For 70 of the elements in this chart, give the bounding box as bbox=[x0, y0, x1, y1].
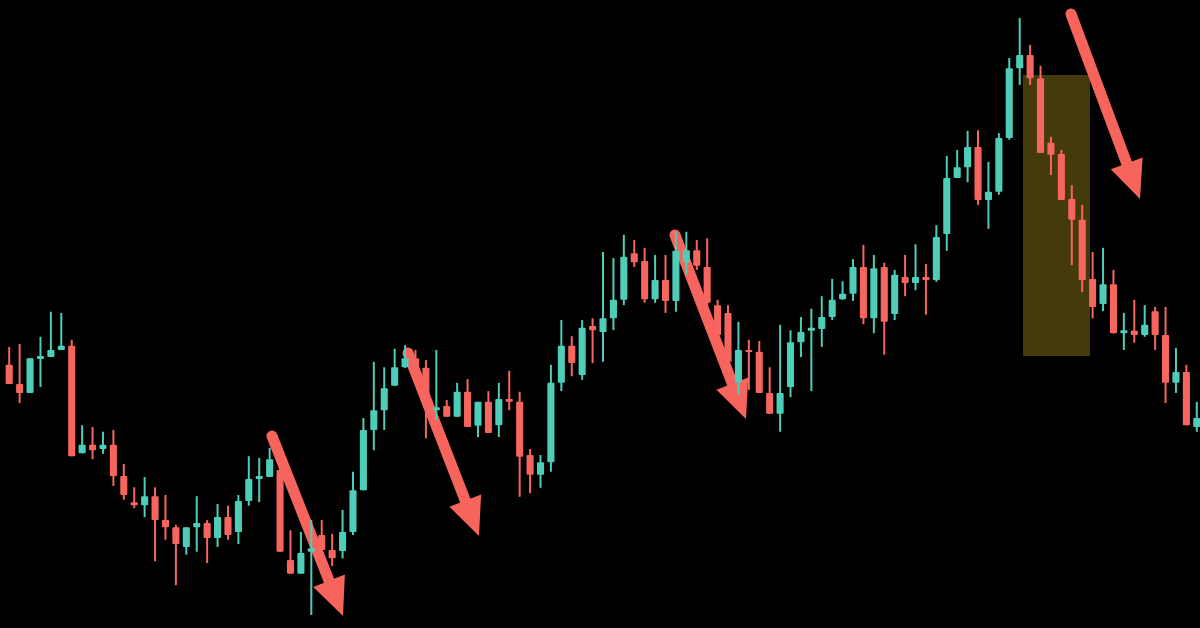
candlestick bbox=[328, 532, 336, 568]
candlestick bbox=[266, 446, 274, 479]
candlestick bbox=[797, 316, 805, 359]
candlestick bbox=[47, 310, 55, 359]
candlestick bbox=[651, 254, 659, 304]
candlestick bbox=[922, 262, 930, 316]
candlestick bbox=[193, 495, 201, 553]
candlestick bbox=[172, 523, 180, 587]
candlestick bbox=[505, 369, 513, 412]
candlestick bbox=[5, 345, 13, 385]
candlestick bbox=[828, 277, 836, 322]
candlestick bbox=[141, 476, 149, 519]
candlestick bbox=[807, 307, 815, 393]
candlestick bbox=[1193, 400, 1200, 433]
candlestick bbox=[245, 455, 253, 507]
candlestick bbox=[1016, 17, 1024, 86]
candlestick bbox=[130, 486, 138, 510]
candlestick bbox=[286, 529, 295, 575]
candlestick bbox=[599, 251, 607, 363]
candlestick bbox=[307, 519, 315, 616]
candlestick bbox=[161, 494, 170, 541]
candlestick bbox=[776, 323, 784, 433]
candlestick bbox=[953, 148, 961, 179]
candlestick bbox=[339, 508, 347, 560]
candlestick bbox=[380, 366, 388, 431]
candlestick bbox=[984, 160, 992, 230]
candlestick bbox=[120, 462, 128, 501]
candlestick bbox=[432, 348, 440, 421]
candlestick bbox=[151, 486, 159, 563]
candlestick bbox=[682, 230, 690, 276]
candlestick bbox=[526, 448, 534, 495]
candlestick bbox=[1151, 305, 1159, 351]
candlestick bbox=[589, 317, 597, 365]
candlestick bbox=[182, 526, 190, 556]
candlestick bbox=[1172, 347, 1180, 394]
candlestick bbox=[568, 335, 576, 378]
candlestick bbox=[297, 531, 305, 575]
candlestick bbox=[370, 360, 378, 452]
candlestick bbox=[16, 342, 24, 405]
candlestick bbox=[536, 454, 545, 489]
candlestick bbox=[57, 311, 65, 351]
candlestick bbox=[911, 243, 920, 292]
candlestick bbox=[214, 502, 222, 548]
candlestick bbox=[99, 430, 107, 455]
candlestick bbox=[224, 504, 232, 541]
candlestick bbox=[964, 129, 972, 184]
candlestick bbox=[630, 239, 638, 268]
candlestick bbox=[89, 425, 97, 461]
candlestick bbox=[1026, 43, 1034, 86]
candlestick bbox=[1130, 298, 1138, 344]
candlestick bbox=[255, 456, 263, 504]
candlestick bbox=[36, 335, 44, 388]
candlestick bbox=[1068, 184, 1076, 267]
candlestick bbox=[839, 280, 847, 301]
candlestick bbox=[766, 366, 774, 415]
candlestick bbox=[203, 519, 211, 565]
candlestick bbox=[1141, 304, 1149, 338]
candlestick bbox=[609, 256, 617, 332]
candlestick bbox=[391, 347, 399, 387]
candlestick bbox=[1120, 311, 1128, 351]
candlestick bbox=[474, 400, 482, 439]
candlestick bbox=[745, 338, 753, 391]
candlestick bbox=[1047, 135, 1055, 177]
candlestick bbox=[401, 344, 409, 369]
candlestick bbox=[1099, 246, 1107, 313]
candlestick bbox=[693, 239, 701, 271]
candlestick bbox=[78, 424, 86, 455]
candlestick bbox=[818, 295, 826, 348]
candlestick bbox=[661, 254, 670, 314]
candlestick bbox=[901, 254, 909, 298]
